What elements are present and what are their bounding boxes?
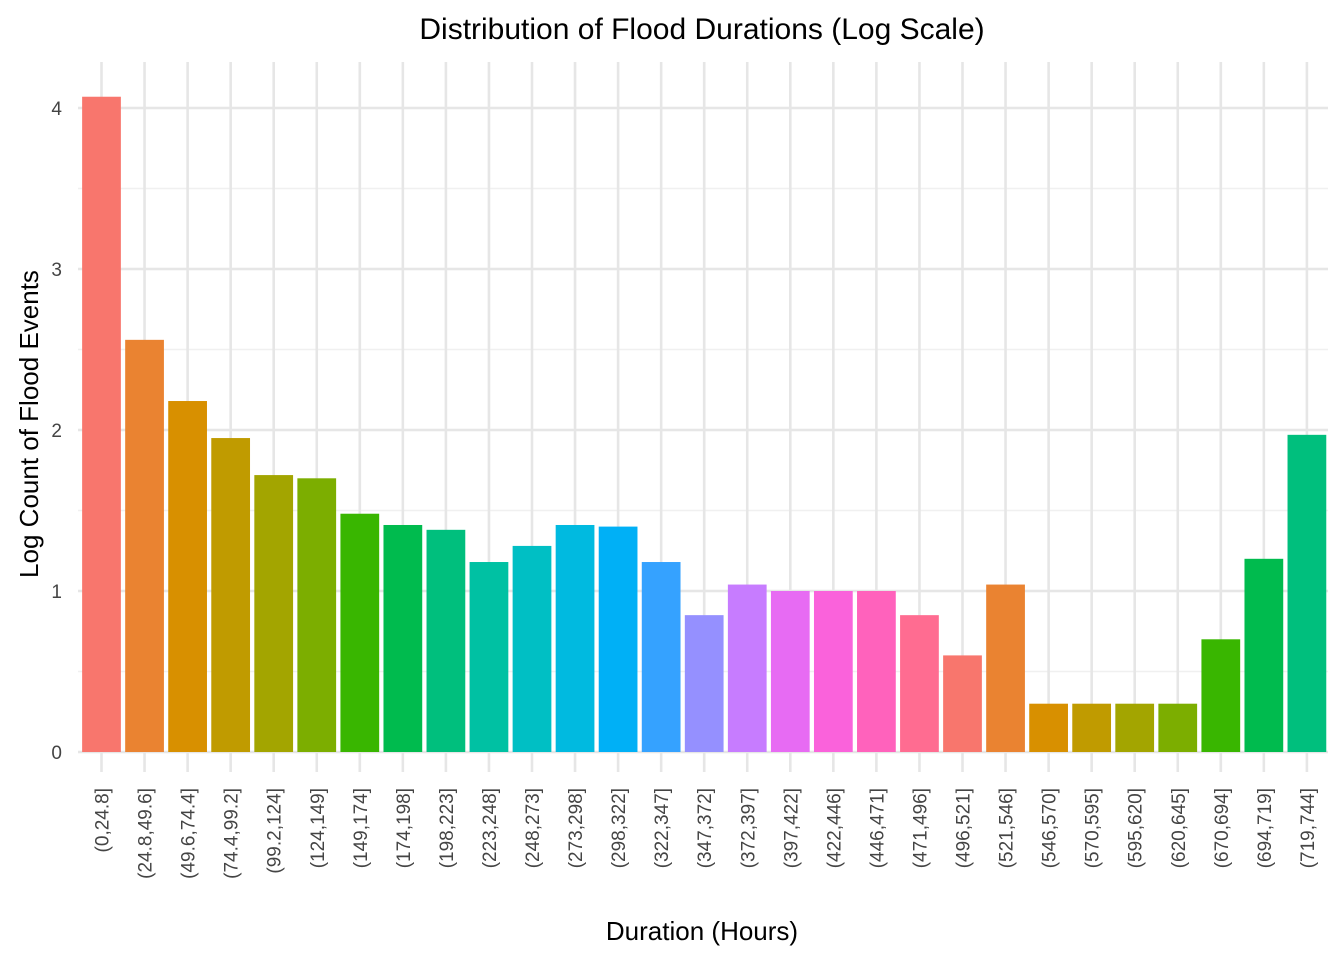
x-tick-label: (422,446] (824, 788, 845, 868)
x-tick-label: (24.8,49.6] (136, 788, 157, 879)
x-tick-label: (0,24.8] (93, 788, 114, 852)
x-tick-label: (446,471] (867, 788, 888, 868)
x-tick-label: (49.6,74.4] (179, 788, 200, 879)
bar (1029, 703, 1068, 752)
bar (340, 513, 380, 752)
bar (168, 401, 207, 752)
x-tick-label: (322,347] (652, 788, 673, 868)
x-tick-label: (471,496] (910, 788, 931, 868)
y-tick-label: 0 (51, 743, 62, 764)
x-tick-label: (496,521] (954, 788, 975, 868)
x-tick-label: (149,174] (351, 788, 372, 868)
bar (641, 562, 681, 752)
x-tick-label: (347,372] (695, 788, 716, 868)
bar (469, 562, 509, 752)
bar (254, 475, 294, 752)
x-tick-label: (223,248] (480, 788, 501, 868)
x-tick-label: (174,198] (394, 788, 415, 868)
bar (125, 339, 164, 752)
x-tick-label: (670,694] (1212, 788, 1233, 868)
bar (857, 591, 896, 752)
x-tick-label: (372,397] (738, 788, 759, 868)
x-tick-label: (198,223] (437, 788, 458, 868)
bar (900, 615, 939, 752)
y-tick-label: 4 (51, 99, 62, 120)
bar (1158, 703, 1198, 752)
bar (555, 524, 595, 752)
bars (82, 96, 1327, 753)
x-tick-label: (248,273] (523, 788, 544, 868)
bar (684, 615, 724, 752)
x-tick-label: (273,298] (566, 788, 587, 868)
bar (1072, 703, 1112, 752)
y-axis-title: Log Count of Flood Events (14, 270, 44, 578)
x-tick-label: (521,546] (997, 788, 1018, 868)
bar (727, 584, 767, 752)
x-tick-label: (546,570] (1040, 788, 1061, 868)
bar (1244, 558, 1284, 752)
bar (426, 529, 466, 752)
y-tick-label: 3 (51, 260, 62, 281)
x-tick-label: (694,719] (1255, 788, 1276, 868)
x-tick-label: (298,322] (609, 788, 630, 868)
bar (1201, 639, 1241, 752)
x-tick-label: (124,149] (308, 788, 329, 868)
x-tick-label: (99.2,124] (265, 788, 286, 874)
bar (598, 526, 638, 752)
x-axis-title: Duration (Hours) (606, 916, 798, 946)
x-tick-label: (595,620] (1126, 788, 1147, 868)
bar (813, 591, 853, 752)
x-tick-label: (74.4,99.2] (222, 788, 243, 879)
bar (770, 591, 810, 752)
x-tick-label: (620,645] (1169, 788, 1190, 868)
bar (297, 478, 337, 752)
bar (383, 524, 423, 752)
y-tick-label: 1 (51, 582, 62, 603)
x-tick-label: (719,744] (1298, 788, 1319, 868)
x-tick-labels: (0,24.8] (24.8,49.6] (49.6,74.4] (74.4,99.2… (93, 788, 1319, 879)
bar (512, 545, 552, 752)
bar (211, 438, 251, 752)
bar (1287, 434, 1327, 752)
bar (943, 655, 982, 752)
y-tick-labels: 0 1 2 3 4 (51, 99, 62, 764)
x-tick-label: (570,595] (1083, 788, 1104, 868)
x-tick-label: (397,422] (781, 788, 802, 868)
y-tick-label: 2 (51, 421, 62, 442)
bar (82, 96, 121, 753)
bar (986, 584, 1025, 752)
bar (1115, 703, 1155, 752)
chart-title: Distribution of Flood Durations (Log Sca… (419, 13, 984, 46)
